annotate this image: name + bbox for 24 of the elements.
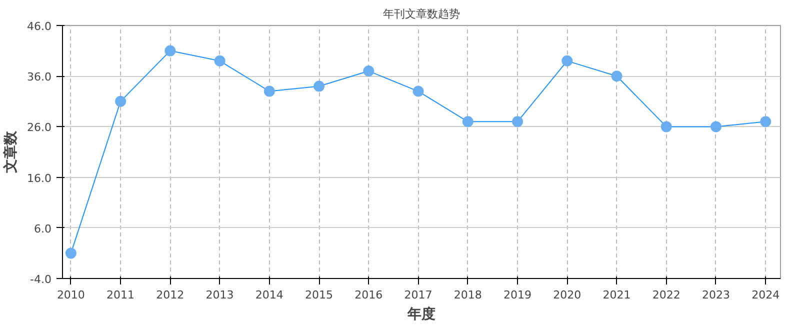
x-tick-label: 2021 [602,288,631,302]
y-tick-label: 26.0 [27,121,52,134]
y-tick-label: 46.0 [27,20,52,33]
x-tick-label: 2010 [56,288,85,302]
x-tick-label: 2011 [106,288,135,302]
y-tick-label: 16.0 [27,172,52,185]
x-tick-label: 2015 [305,288,334,302]
y-axis-title: 文章数 [2,130,20,174]
y-tick-label: -4.0 [30,273,52,286]
chart-title: 年刊文章数趋势 [383,8,460,20]
y-tick-label: 6.0 [34,222,52,236]
x-tick-label: 2018 [454,288,482,302]
x-axis-title: 年度 [406,306,436,322]
x-tick-label: 2022 [652,288,680,302]
x-tick-label: 2014 [255,288,284,302]
x-tick-label: 2013 [206,288,234,302]
x-tick-label: 2019 [504,288,532,302]
x-tick-label: 2016 [354,288,383,302]
x-tick-label: 2017 [404,288,432,302]
y-tick-label: 36.0 [27,70,52,84]
x-tick-label: 2023 [702,288,730,302]
x-tick-label: 2012 [156,288,184,302]
x-tick-label: 2020 [553,288,582,302]
x-tick-label: 2024 [752,288,780,302]
